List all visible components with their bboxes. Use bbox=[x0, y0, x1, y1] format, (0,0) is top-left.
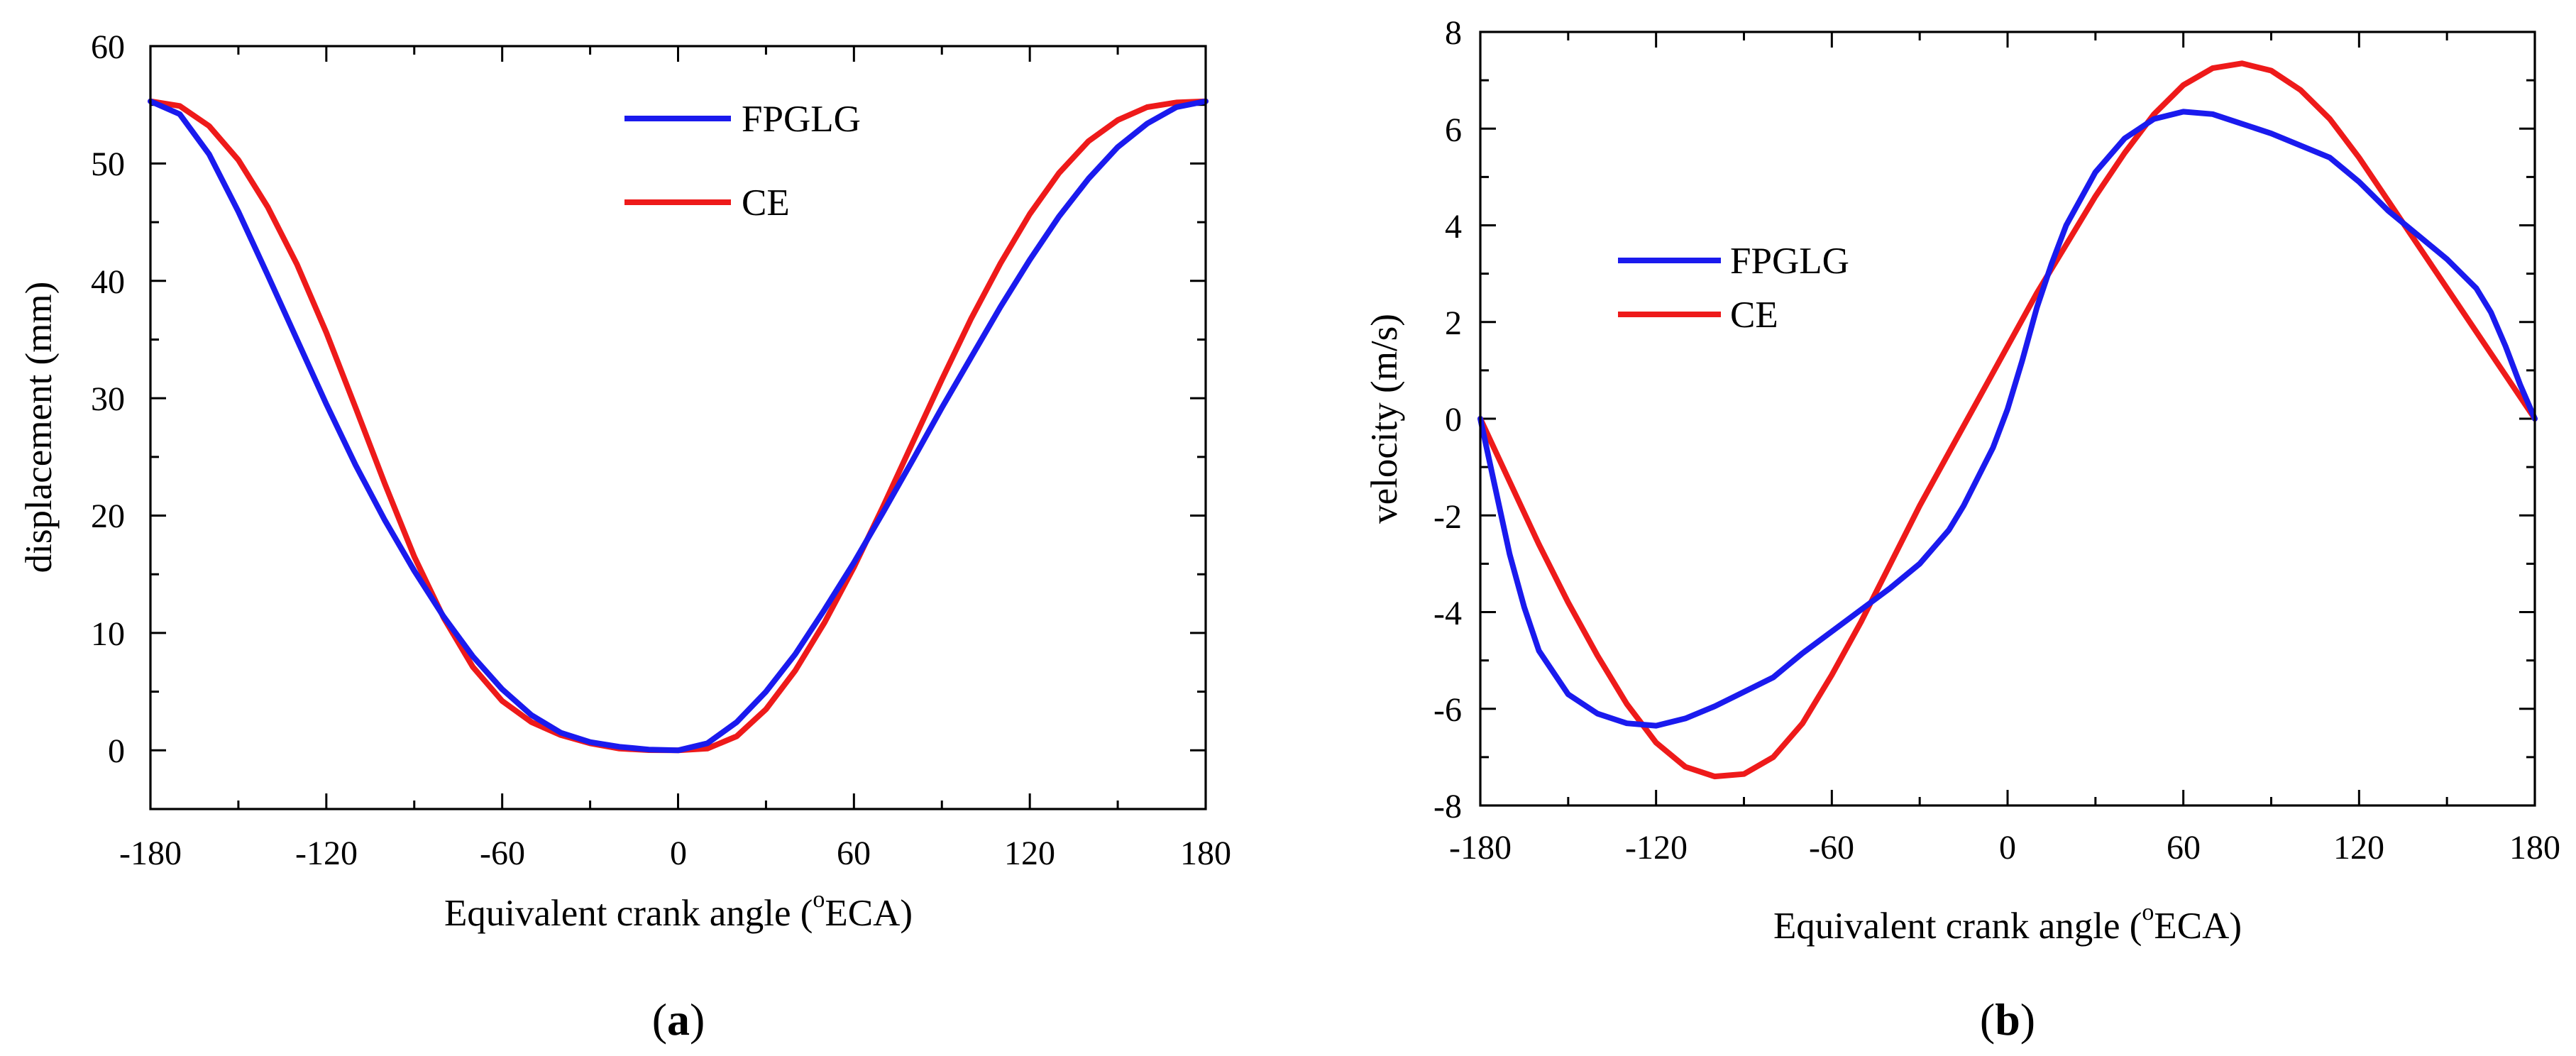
axis-ticks bbox=[1479, 31, 2536, 807]
x-tick-label: 180 bbox=[1180, 835, 1231, 872]
chart-velocity: -180 -120 -60 0 60 120 180 -8 -6 -4 -2 0… bbox=[1364, 14, 2560, 1045]
x-tick-label: 180 bbox=[2509, 829, 2560, 867]
x-tick-labels: -180 -120 -60 0 60 120 180 bbox=[119, 835, 1231, 872]
x-axis-label: Equivalent crank angle (oECA) bbox=[1773, 899, 2242, 947]
series-line-ce bbox=[148, 98, 1209, 754]
axis-ticks bbox=[149, 45, 1207, 810]
y-tick-label: 50 bbox=[91, 145, 125, 183]
y-tick-label: 8 bbox=[1445, 14, 1462, 52]
plot-frame bbox=[149, 45, 1207, 810]
x-tick-labels: -180 -120 -60 0 60 120 180 bbox=[1449, 829, 2560, 867]
x-tick-label: -120 bbox=[295, 835, 358, 872]
y-tick-label: -8 bbox=[1433, 788, 1462, 825]
legend-label-ce: CE bbox=[1730, 295, 1778, 336]
x-tick-label: 60 bbox=[837, 835, 871, 872]
series-lines bbox=[1477, 60, 2538, 780]
y-tick-label: 6 bbox=[1445, 111, 1462, 149]
y-tick-label: 10 bbox=[91, 615, 125, 653]
panel-label-a: (a) bbox=[652, 994, 705, 1045]
y-axis-label: velocity (m/s) bbox=[1364, 314, 1405, 524]
y-axis-label: displacement (mm) bbox=[18, 282, 60, 573]
legend-label-ce: CE bbox=[742, 182, 790, 224]
y-tick-label: -6 bbox=[1433, 691, 1462, 729]
x-tick-label: 60 bbox=[2167, 829, 2201, 867]
x-tick-label: -120 bbox=[1625, 829, 1688, 867]
y-tick-label: 30 bbox=[91, 380, 125, 418]
legend: FPGLG CE bbox=[1618, 241, 1849, 336]
legend-label-fpglg: FPGLG bbox=[1730, 241, 1849, 282]
y-tick-label: 0 bbox=[1445, 401, 1462, 439]
series-lines bbox=[148, 98, 1209, 754]
y-tick-label: 4 bbox=[1445, 208, 1462, 246]
legend: FPGLG CE bbox=[624, 99, 861, 224]
panel-label-b: (b) bbox=[1980, 994, 2035, 1045]
y-tick-label: 0 bbox=[108, 732, 125, 770]
y-tick-labels: -8 -6 -4 -2 0 2 4 6 8 bbox=[1433, 14, 1462, 825]
x-axis-label: Equivalent crank angle (oECA) bbox=[444, 886, 913, 934]
x-tick-label: -180 bbox=[119, 835, 182, 872]
y-tick-label: 2 bbox=[1445, 304, 1462, 342]
x-tick-label: 120 bbox=[1004, 835, 1055, 872]
x-tick-label: 0 bbox=[670, 835, 687, 872]
y-tick-label: 60 bbox=[91, 28, 125, 66]
series-line-fpglg bbox=[1477, 109, 2538, 729]
y-tick-label: 40 bbox=[91, 263, 125, 301]
series-line-fpglg bbox=[148, 98, 1209, 754]
x-tick-label: 0 bbox=[1999, 829, 2016, 867]
chart-displacement: -180 -120 -60 0 60 120 180 0 10 20 30 40… bbox=[18, 28, 1231, 1045]
y-tick-label: 20 bbox=[91, 497, 125, 535]
y-tick-labels: 0 10 20 30 40 50 60 bbox=[91, 28, 125, 770]
x-tick-label: -60 bbox=[480, 835, 525, 872]
x-tick-label: 120 bbox=[2333, 829, 2384, 867]
y-tick-label: -2 bbox=[1433, 498, 1462, 536]
plot-frame bbox=[1479, 31, 2536, 807]
series-line-ce bbox=[1477, 60, 2538, 780]
legend-label-fpglg: FPGLG bbox=[742, 99, 861, 140]
y-tick-label: -4 bbox=[1433, 595, 1462, 632]
x-tick-label: -60 bbox=[1809, 829, 1854, 867]
x-tick-label: -180 bbox=[1449, 829, 1512, 867]
